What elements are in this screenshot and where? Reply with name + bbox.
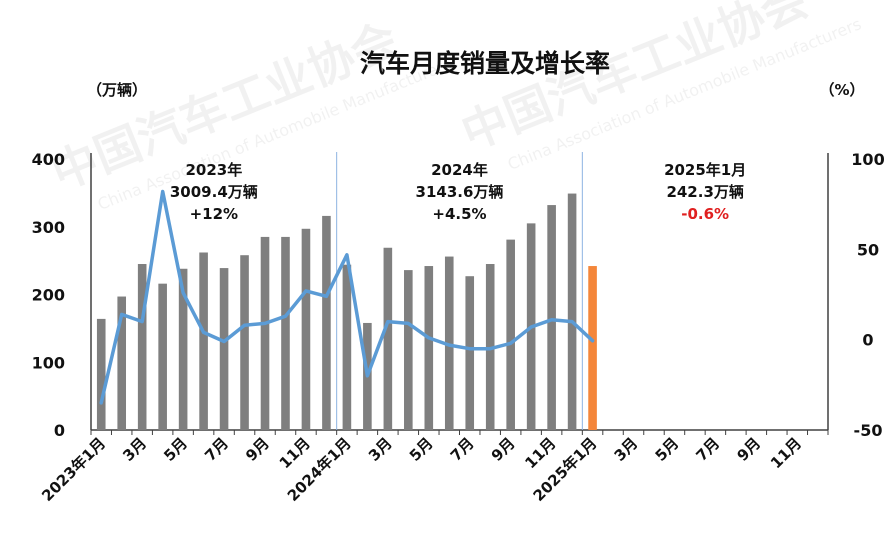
annotation-line: +12%	[190, 205, 238, 223]
x-tick-label: 5月	[406, 434, 437, 465]
x-tick-label: 7月	[201, 434, 232, 465]
bar	[322, 215, 331, 430]
x-tick-label: 11月	[767, 434, 805, 472]
x-tick-label: 3月	[119, 434, 150, 465]
annotation-line: 2024年	[431, 161, 488, 179]
bar	[240, 255, 249, 430]
x-tick-label: 9月	[733, 434, 764, 465]
bar	[260, 236, 270, 430]
bar	[199, 252, 208, 430]
annotation-line: 3009.4万辆	[170, 183, 258, 201]
x-tick-label: 3月	[365, 434, 396, 465]
annotation-line: 2023年	[185, 161, 242, 179]
right-y-tick-label: -50	[854, 421, 883, 440]
right-y-tick-label: 100	[851, 150, 884, 169]
annotation-line: -0.6%	[681, 205, 729, 223]
bar	[588, 266, 597, 430]
annotation-line: +4.5%	[432, 205, 486, 223]
right-y-tick-label: 0	[862, 331, 873, 350]
x-tick-label: 9月	[488, 434, 519, 465]
bar	[219, 268, 229, 430]
bar	[404, 270, 413, 430]
annotation-line: 3143.6万辆	[416, 183, 504, 201]
left-axis-unit-label: （万辆）	[87, 81, 147, 99]
year-summary-annotation: 2025年1月 242.3万辆 -0.6%	[664, 161, 746, 223]
annotation-line: 242.3万辆	[666, 183, 743, 201]
x-tick-label: 5月	[652, 434, 683, 465]
left-y-tick-label: 400	[32, 150, 65, 169]
bar	[547, 205, 556, 430]
left-y-tick-label: 300	[32, 218, 65, 237]
bar	[383, 247, 393, 430]
x-tick-label: 5月	[160, 434, 191, 465]
x-tick-label: 3月	[611, 434, 642, 465]
left-y-tick-label: 0	[54, 421, 65, 440]
bar	[424, 266, 434, 430]
right-axis-unit-label: （%）	[819, 81, 864, 99]
x-tick-label: 9月	[242, 434, 273, 465]
left-y-tick-label: 100	[32, 353, 65, 372]
x-tick-label: 7月	[447, 434, 478, 465]
bar	[465, 276, 475, 430]
bar	[117, 296, 127, 430]
year-summary-annotation: 2024年 3143.6万辆 +4.5%	[416, 161, 504, 223]
bar	[96, 318, 106, 430]
bar	[301, 228, 311, 430]
x-tick-label: 11月	[276, 434, 314, 472]
annotations: 2023年 3009.4万辆 +12% 2024年 3143.6万辆 +4.5% 2025年…	[170, 161, 746, 223]
bar	[281, 236, 290, 430]
bar	[342, 264, 352, 430]
watermark-text: 中国汽车工业协会	[454, 0, 815, 160]
bar	[567, 193, 577, 430]
left-y-tick-label: 200	[32, 286, 65, 305]
bar	[506, 239, 515, 430]
chart-title: 汽车月度销量及增长率	[360, 49, 610, 78]
bar	[137, 264, 147, 430]
bar	[158, 283, 167, 430]
x-tick-label: 7月	[693, 434, 724, 465]
year-summary-annotation: 2023年 3009.4万辆 +12%	[170, 161, 258, 223]
x-tick-label: 2023年1月	[38, 434, 109, 505]
right-y-tick-label: 50	[857, 240, 879, 259]
line-series	[99, 189, 595, 405]
x-tick-label: 11月	[521, 434, 559, 472]
bar	[178, 268, 188, 430]
annotation-line: 2025年1月	[664, 161, 746, 179]
